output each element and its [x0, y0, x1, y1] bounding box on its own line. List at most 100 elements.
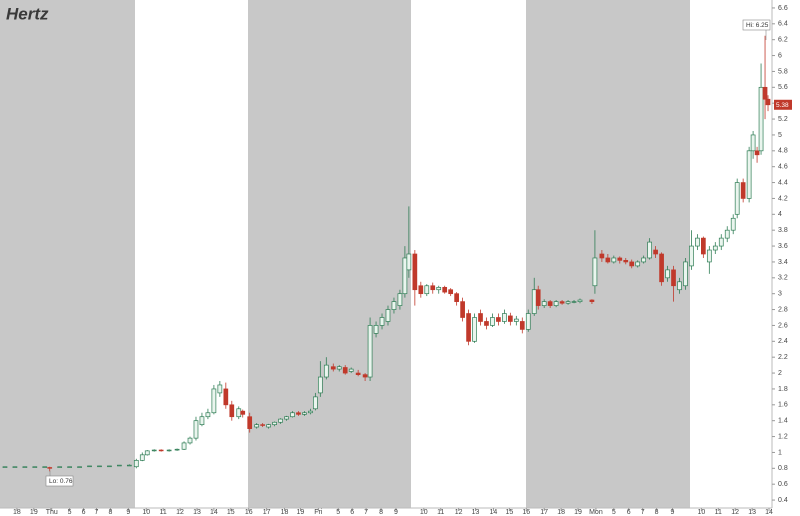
y-tick-label: 1.8 — [778, 386, 788, 393]
candle-body — [296, 412, 301, 415]
x-tick-label: 11 — [160, 509, 167, 516]
candle-body — [397, 293, 403, 306]
candle-body — [718, 237, 724, 247]
candle-body — [139, 454, 145, 461]
candle-body — [424, 285, 430, 295]
candle-body — [133, 460, 139, 468]
y-tick-label: 1.6 — [778, 402, 788, 409]
y-tick-label: 3.6 — [778, 243, 788, 250]
candle-body — [367, 325, 373, 378]
candle-body — [750, 134, 756, 152]
candle-body — [266, 424, 271, 428]
candle-body — [677, 281, 682, 291]
x-tick-label: 18 — [557, 509, 565, 516]
y-tick-label: 2.6 — [778, 322, 788, 329]
x-tick-label: 9 — [671, 509, 675, 516]
marks — [2, 35, 771, 472]
candle-body — [547, 301, 553, 306]
candle-body — [57, 466, 63, 468]
candle-body — [117, 464, 122, 467]
x-tick-label: 6 — [82, 509, 86, 516]
x-tick-label: 13 — [472, 509, 480, 516]
x-tick-label: 17 — [540, 509, 548, 516]
low-box — [45, 475, 74, 487]
x-tick-label: 19 — [297, 509, 305, 516]
candle-body — [565, 301, 571, 304]
candle-body — [254, 424, 260, 428]
candle-body — [317, 376, 323, 394]
candle-body — [278, 418, 283, 423]
candle-body — [247, 416, 253, 429]
candle-body — [665, 269, 670, 279]
x-tick-label: 9 — [126, 509, 130, 516]
candle-body — [553, 301, 559, 306]
candle-body — [193, 420, 199, 439]
candle-body — [42, 466, 48, 468]
candle-body — [379, 317, 385, 326]
x-tick-label: 10 — [697, 509, 705, 516]
y-tick-label: 2 — [778, 370, 782, 377]
candle-body — [484, 321, 489, 326]
candle-body — [478, 313, 483, 322]
candle-body — [430, 285, 436, 291]
candle-body — [229, 404, 235, 418]
low-label: Lo: 0.76 — [49, 478, 73, 485]
candle-body — [313, 396, 318, 410]
x-tick-label: Thu — [46, 509, 58, 516]
candle-body — [730, 217, 736, 231]
x-tick-label: 8 — [108, 509, 112, 516]
candle-body — [535, 289, 541, 306]
x-tick-label: 13 — [193, 509, 201, 516]
high-box — [742, 19, 771, 31]
candle-body — [706, 249, 712, 263]
x-tick-label: 10 — [420, 509, 428, 516]
y-tick-label: 5.8 — [778, 68, 788, 75]
x-tick-label: 6 — [350, 509, 354, 516]
candle-body — [22, 466, 28, 468]
candle-body — [272, 421, 277, 426]
candle-body — [559, 301, 565, 304]
candle-body — [724, 229, 730, 239]
y-tick-label: 4.6 — [778, 164, 788, 171]
y-tick-label: 6.6 — [778, 5, 788, 12]
x-tick-label: 19 — [574, 509, 582, 516]
candle-body — [151, 449, 157, 452]
candle-body — [671, 269, 676, 287]
x-tick-label: 15 — [227, 509, 235, 516]
candle-body — [181, 442, 187, 450]
candle-body — [496, 317, 501, 322]
y-tick-label: 3.8 — [778, 227, 788, 234]
chart-title: Hertz — [6, 4, 49, 23]
session-shade — [248, 0, 411, 508]
x-tick-label: 12 — [455, 509, 463, 516]
x-tick-label: 11 — [715, 509, 722, 516]
candle-body — [701, 237, 706, 255]
y-tick-label: 3.4 — [778, 259, 788, 266]
y-tick-label: 3 — [778, 291, 782, 298]
candle-body — [158, 449, 164, 452]
candle-body — [199, 416, 205, 426]
candle-body — [617, 257, 623, 261]
x-tick-label: 7 — [364, 509, 368, 516]
candle-body — [531, 289, 537, 314]
candle-body — [174, 448, 180, 451]
y-tick-label: 4.8 — [778, 148, 788, 155]
candle-body — [342, 367, 348, 374]
candle-body — [571, 301, 577, 303]
candle-body — [519, 321, 525, 330]
y-tick-label: 2.2 — [778, 354, 788, 361]
y-tick-label: 2.4 — [778, 338, 788, 345]
x-tick-label: 6 — [627, 509, 631, 516]
candle-body — [260, 424, 265, 426]
y-tick-label: 4.2 — [778, 195, 788, 202]
candle-body — [689, 245, 694, 267]
candle-body — [32, 466, 38, 468]
y-tick-label: 1.2 — [778, 433, 788, 440]
y-tick-label: 6.2 — [778, 37, 788, 44]
candle-body — [412, 253, 418, 291]
candle-body — [508, 315, 513, 322]
candle-body — [611, 257, 617, 263]
candle-body — [472, 317, 477, 342]
candle-body — [2, 466, 8, 468]
